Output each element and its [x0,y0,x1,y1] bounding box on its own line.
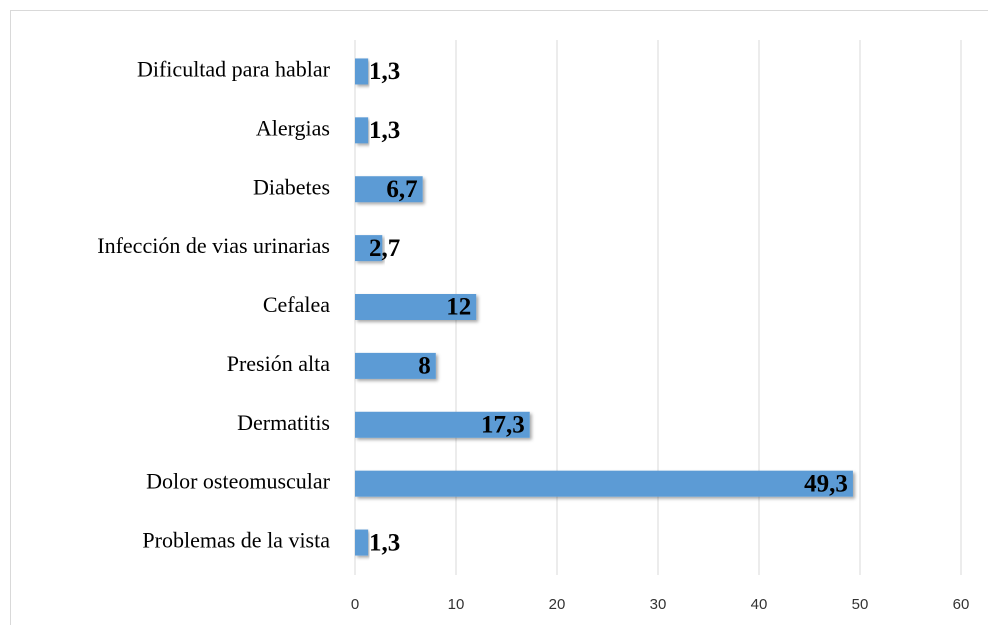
x-tick-label: 40 [751,596,768,613]
y-tick-label: Diabetes [253,174,330,199]
bar [355,352,436,379]
bar [355,235,383,262]
x-tick-label: 0 [351,596,359,613]
data-label: 2,7 [369,235,400,262]
x-tick-label: 50 [852,596,869,613]
y-tick-label: Problemas de la vista [142,528,330,553]
y-tick-label: Dolor osteomuscular [146,469,331,494]
y-tick-label: Dificultad para hablar [137,56,331,81]
y-tick-label: Presión alta [227,351,330,376]
bar [355,117,369,144]
data-label: 1,3 [369,117,400,144]
bar [355,58,369,85]
bar [355,411,530,438]
x-tick-label: 60 [953,596,970,613]
y-tick-label: Alergias [256,115,330,140]
data-label: 6,7 [386,176,417,203]
x-tick-label: 10 [448,596,465,613]
y-tick-label: Cefalea [263,292,330,317]
bar [355,470,853,497]
chart-frame [10,10,988,625]
x-tick-label: 20 [549,596,566,613]
bar [355,176,423,203]
data-label: 17,3 [481,412,525,439]
bar [355,294,477,320]
bar [355,529,369,556]
data-label: 1,3 [369,529,400,556]
y-tick-label: Dermatitis [237,410,330,435]
x-tick-label: 30 [650,596,667,613]
data-label: 12 [446,294,471,321]
data-label: 1,3 [369,58,400,85]
data-label: 49,3 [804,470,848,497]
y-tick-label: Infección de vias urinarias [97,233,330,258]
data-label: 8 [418,353,431,380]
